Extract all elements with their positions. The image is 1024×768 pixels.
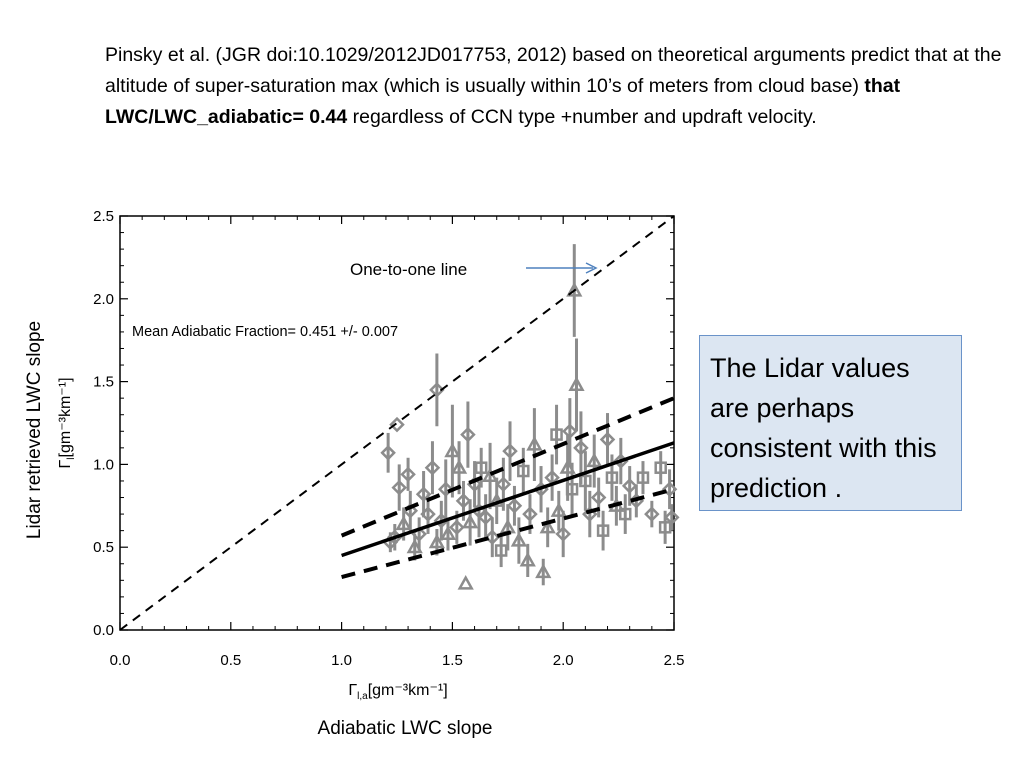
y-tick-label: 1.0 — [93, 456, 114, 473]
y-tick-label: 1.5 — [93, 374, 114, 391]
fit-line — [341, 441, 675, 558]
data-point-square — [579, 474, 592, 488]
arrow-icon — [526, 262, 598, 274]
data-point-diamond — [477, 509, 494, 526]
data-point-diamond — [664, 509, 680, 526]
data-point-triangle — [519, 551, 536, 567]
data-point-triangle — [510, 532, 528, 547]
x-axis-label-unit: [gm⁻³km⁻¹] — [368, 682, 448, 699]
plot-frame — [119, 215, 675, 631]
x-tick-label: 1.0 — [331, 652, 352, 669]
data-point-diamond — [599, 431, 616, 448]
data-point-diamond — [415, 486, 432, 502]
x-tick-label: 0.5 — [220, 652, 241, 669]
data-point-triangle — [444, 442, 461, 458]
data-point-triangle — [428, 533, 446, 549]
data-point-diamond — [506, 498, 523, 514]
data-point-diamond — [573, 440, 589, 456]
tick-layer: 0.0 0.5 1.0 1.5 2.0 2.5 0.0 0.5 1.0 1.5 2.0 2.5 — [93, 208, 684, 669]
x-axis-label-symbol: Γ — [348, 682, 357, 699]
data-point-diamond — [555, 526, 571, 542]
y-tick-label: 0.0 — [93, 622, 114, 639]
mean-fraction-annotation: Mean Adiabatic Fraction= 0.451 +/- 0.007 — [132, 324, 398, 340]
x-axis-label: Γl,a[gm⁻³km⁻¹] — [348, 682, 447, 702]
intro-paragraph: Pinsky et al. (JGR doi:10.1029/2012JD017… — [105, 40, 1005, 133]
data-point-square — [618, 507, 632, 521]
data-point-diamond — [420, 506, 436, 522]
data-point-diamond — [495, 476, 512, 493]
data-point-diamond — [455, 493, 472, 509]
data-point-diamond — [400, 466, 416, 483]
y-tick-label: 2.5 — [93, 208, 114, 225]
callout-box: The Lidar values are perhaps consistent … — [699, 335, 962, 511]
y-axis-label-symbol: Γ — [57, 460, 74, 469]
data-point-triangle — [457, 575, 474, 590]
y-axis-label-unit: [gm⁻³km⁻¹] — [57, 377, 74, 457]
x-tick-label: 2.0 — [553, 652, 574, 669]
data-point-triangle — [566, 281, 583, 297]
data-point-diamond — [389, 416, 405, 433]
data-point-diamond — [661, 481, 678, 498]
data-point-square — [517, 464, 530, 478]
data-point-diamond — [460, 426, 476, 443]
y-tick-label: 0.5 — [93, 539, 114, 556]
data-point-diamond — [644, 506, 660, 522]
data-point-square — [596, 524, 610, 537]
points-layer — [380, 244, 680, 590]
y-axis-label-sub: l — [66, 457, 77, 459]
data-point-square — [474, 461, 488, 474]
lower-bound-line — [341, 487, 675, 579]
data-point-diamond — [562, 423, 578, 440]
x-tick-label: 0.0 — [110, 652, 131, 669]
data-point-square — [636, 471, 650, 484]
data-point-square — [565, 482, 579, 496]
data-point-triangle — [481, 467, 499, 483]
data-point-triangle — [439, 525, 457, 541]
outer-y-label: Lidar retrieved LWC slope — [24, 320, 45, 540]
outer-x-label: Adiabatic LWC slope — [317, 718, 493, 739]
data-point-diamond — [429, 382, 445, 398]
y-tick-label: 2.0 — [93, 291, 114, 308]
data-point-diamond — [449, 519, 465, 536]
data-point-square — [605, 471, 619, 484]
data-point-triangle — [550, 502, 567, 517]
lines-layer — [119, 215, 675, 631]
y-axis-label: Γl[gm⁻³km⁻¹] — [57, 377, 77, 468]
one-to-one-line — [119, 215, 675, 631]
data-point-diamond — [522, 506, 538, 522]
data-point-triangle — [586, 452, 603, 468]
intro-text-part1: Pinsky et al. (JGR doi:10.1029/2012JD017… — [105, 44, 1002, 97]
data-point-diamond — [621, 478, 638, 494]
data-point-square — [654, 461, 667, 474]
data-point-triangle — [526, 435, 543, 451]
intro-text-part2: regardless of CCN type +number and updra… — [347, 106, 817, 128]
data-point-square — [658, 521, 672, 534]
data-point-diamond — [380, 445, 396, 461]
intro-text-bold: that LWC/LWC_adiabatic= 0.44 — [105, 75, 901, 128]
data-point-diamond — [424, 459, 441, 476]
x-tick-label: 1.5 — [442, 652, 463, 669]
data-point-diamond — [437, 481, 454, 498]
data-point-triangle — [568, 376, 585, 391]
upper-bound-line — [340, 396, 675, 538]
data-point-triangle — [450, 459, 468, 474]
data-point-triangle — [395, 515, 412, 531]
data-point-square — [550, 428, 563, 441]
data-point-diamond — [590, 489, 607, 506]
x-tick-label: 2.5 — [664, 652, 685, 669]
data-point-diamond — [502, 443, 518, 459]
data-point-triangle — [535, 563, 552, 579]
data-point-diamond — [391, 479, 407, 496]
x-axis-label-sub: l,a — [357, 691, 368, 702]
one-to-one-label: One-to-one line — [350, 260, 467, 279]
data-point-triangle — [462, 513, 479, 529]
data-point-square — [494, 544, 508, 557]
data-point-diamond — [484, 529, 501, 546]
data-point-triangle — [539, 518, 556, 534]
